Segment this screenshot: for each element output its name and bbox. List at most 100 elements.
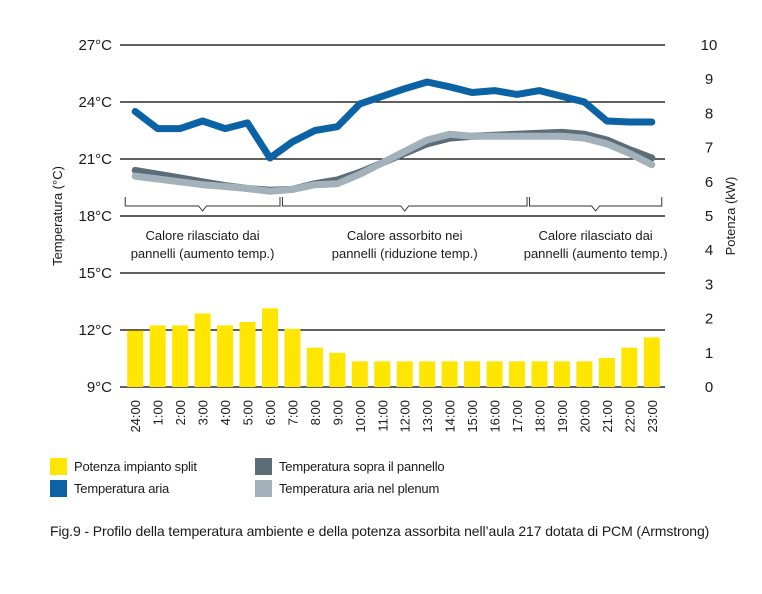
left-axis-ticks: 27°C 24°C 21°C 18°C 15°C 12°C 9°C (78, 37, 112, 396)
legend-label: Temperatura sopra il pannello (279, 459, 445, 474)
legend-label: Temperatura aria (74, 481, 170, 496)
y-right-tick-label: 9 (705, 71, 713, 88)
x-axis-ticks: 24:00 1:00 2:00 3:00 4:00 5:00 6:00 7:00 8:00 9:0… (128, 400, 660, 433)
annotation-label: pannelli (aumento temp.) (131, 246, 275, 261)
legend-item-potenza: Potenza impianto split (50, 458, 197, 475)
x-tick-label: 14:00 (443, 400, 458, 433)
y-right-tick-label: 5 (705, 208, 713, 225)
bar (621, 347, 638, 387)
x-tick-label: 3:00 (196, 400, 211, 425)
bar (576, 361, 593, 387)
x-tick-label: 13:00 (420, 400, 435, 433)
line-temperatura-aria (131, 78, 656, 162)
x-tick-label: 11:00 (375, 400, 390, 432)
bar (531, 361, 548, 387)
line-temperatura-sopra-il-pannello (131, 128, 656, 194)
annotation-label: Calore rilasciato dai (539, 228, 653, 243)
figure-caption: Fig.9 - Profilo della temperatura ambien… (50, 523, 710, 539)
bar (374, 361, 391, 387)
bars (127, 308, 660, 387)
bar (149, 325, 166, 387)
y-right-tick-label: 3 (705, 276, 713, 293)
x-tick-label: 6:00 (263, 400, 278, 425)
legend-label: Potenza impianto split (74, 459, 197, 474)
annotation-label: Calore assorbito nei (347, 228, 463, 243)
legend: Potenza impianto split Temperatura sopra… (50, 458, 550, 500)
x-tick-label: 23:00 (645, 400, 660, 433)
legend-swatch (255, 480, 272, 497)
bar (486, 361, 503, 387)
x-tick-label: 24:00 (128, 400, 143, 433)
legend-swatch (50, 458, 67, 475)
y-left-tick-label: 18°C (78, 208, 112, 225)
y-left-tick-label: 21°C (78, 151, 112, 168)
bar (127, 330, 144, 387)
x-tick-label: 20:00 (577, 400, 592, 433)
y-left-tick-label: 12°C (78, 322, 112, 339)
y-right-tick-label: 6 (705, 174, 713, 191)
annotation-label: pannelli (aumento temp.) (524, 246, 668, 261)
bar (239, 322, 256, 387)
bar (261, 308, 278, 387)
legend-swatch (255, 458, 272, 475)
x-tick-label: 21:00 (600, 400, 615, 433)
x-tick-label: 18:00 (532, 400, 547, 433)
bar (598, 357, 615, 387)
x-tick-label: 12:00 (398, 400, 413, 433)
bar (441, 361, 458, 387)
y-left-tick-label: 15°C (78, 265, 112, 282)
bar (553, 361, 570, 387)
bar (509, 361, 526, 387)
bar (172, 325, 189, 387)
x-tick-label: 7:00 (285, 400, 300, 425)
series-lines (131, 78, 656, 195)
x-tick-label: 19:00 (555, 400, 570, 433)
legend-swatch (50, 480, 67, 497)
line-temperatura-aria-nel-plenum (131, 130, 656, 195)
bar (329, 352, 346, 387)
y-right-tick-label: 4 (705, 242, 713, 259)
bar (464, 361, 481, 387)
x-tick-label: 4:00 (218, 400, 233, 425)
y-right-tick-label: 10 (701, 37, 718, 54)
y-axis-right-title: Potenza (kW) (723, 177, 738, 256)
y-left-tick-label: 27°C (78, 37, 112, 54)
x-tick-label: 22:00 (622, 400, 637, 433)
bar (396, 361, 413, 387)
annotation-bracket (281, 197, 528, 212)
bar (217, 325, 234, 387)
annotation-bracket (528, 197, 663, 212)
x-tick-label: 15:00 (465, 400, 480, 433)
bar (419, 361, 436, 387)
y-left-tick-label: 9°C (87, 379, 112, 396)
bar (351, 361, 368, 387)
annotation-label: pannelli (riduzione temp.) (332, 246, 478, 261)
bar (284, 328, 301, 387)
y-right-tick-label: 7 (705, 140, 713, 157)
bar (643, 337, 660, 387)
annotation-label: Calore rilasciato dai (146, 228, 260, 243)
x-tick-label: 16:00 (488, 400, 503, 433)
annotation-brackets: Calore rilasciato dai pannelli (aumento t… (124, 197, 668, 261)
y-right-tick-label: 0 (705, 379, 713, 396)
x-tick-label: 5:00 (241, 400, 256, 425)
y-right-tick-label: 1 (705, 345, 713, 362)
legend-item-temperatura-aria: Temperatura aria (50, 480, 169, 497)
legend-label: Temperatura aria nel plenum (279, 481, 440, 496)
bar (194, 313, 211, 387)
x-tick-label: 2:00 (173, 400, 188, 425)
x-tick-label: 9:00 (330, 400, 345, 425)
x-tick-label: 10:00 (353, 400, 368, 433)
chart: Calore rilasciato dai pannelli (aumento t… (50, 37, 738, 433)
legend-item-sopra-pannello: Temperatura sopra il pannello (255, 458, 445, 475)
legend-item-plenum: Temperatura aria nel plenum (255, 480, 439, 497)
y-right-tick-label: 8 (705, 105, 713, 122)
bar (306, 347, 323, 387)
y-axis-left-title: Temperatura (°C) (50, 166, 65, 266)
x-tick-label: 8:00 (308, 400, 323, 425)
y-right-tick-label: 2 (705, 311, 713, 328)
annotation-bracket (124, 197, 281, 212)
y-left-tick-label: 24°C (78, 94, 112, 111)
x-tick-label: 1:00 (151, 400, 166, 425)
